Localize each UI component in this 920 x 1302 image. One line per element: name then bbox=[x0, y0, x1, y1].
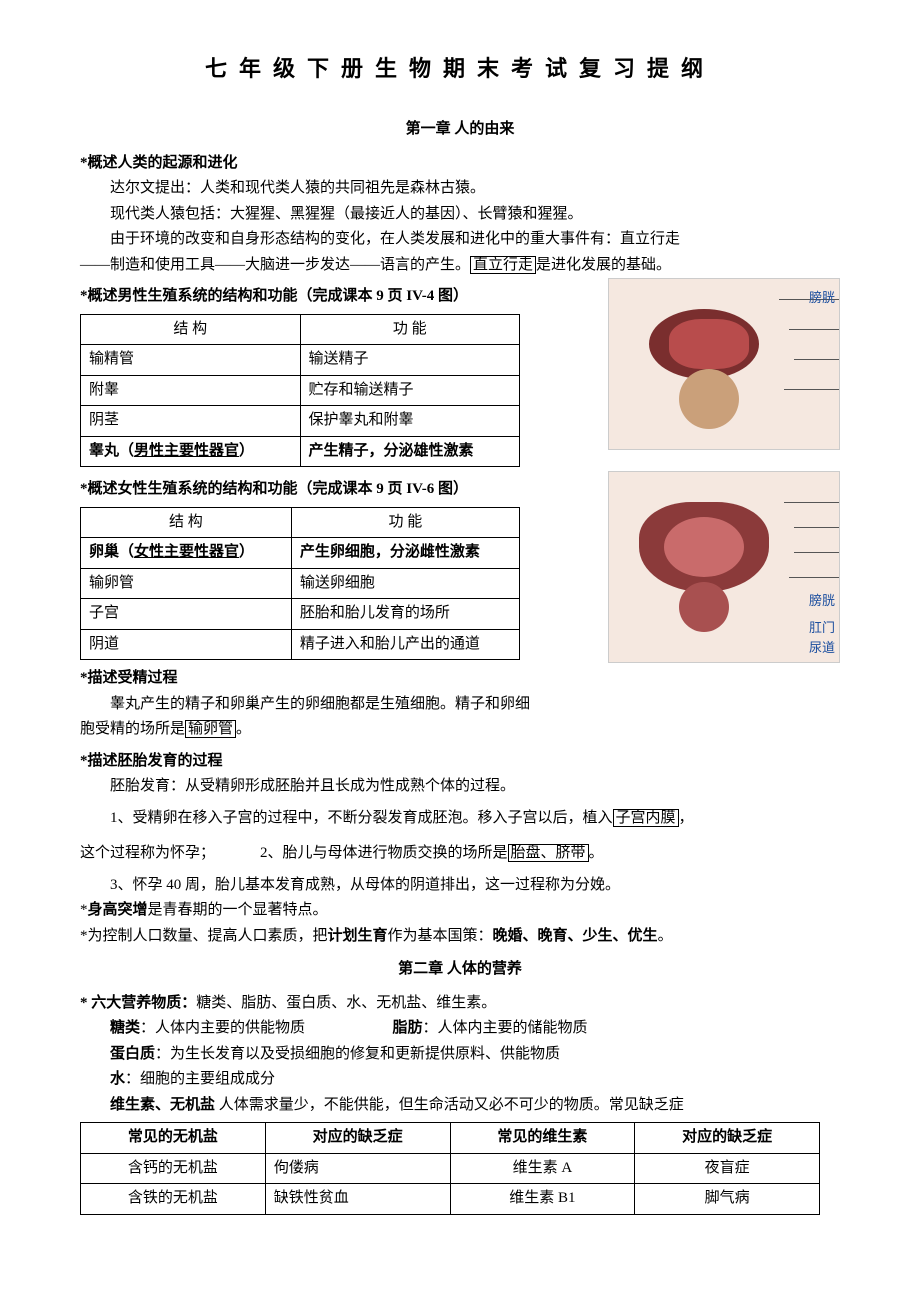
embryo-p2-box: 子宫内膜 bbox=[613, 809, 679, 827]
def-cell: 维生素 A bbox=[450, 1153, 635, 1184]
page-title: 七年级下册生物期末考试复习提纲 bbox=[80, 50, 840, 87]
deficiency-table: 常见的无机盐 对应的缺乏症 常见的维生素 对应的缺乏症 含钙的无机盐 佝偻病 维… bbox=[80, 1122, 820, 1215]
def-cell: 夜盲症 bbox=[635, 1153, 820, 1184]
nutrient-line-3: 水：细胞的主要组成成分 bbox=[80, 1067, 840, 1093]
origin-p4: ——制造和使用工具——大脑进一步发达——语言的产生。直立行走是进化发展的基础。 bbox=[80, 253, 840, 279]
origin-p2: 现代类人猿包括：大猩猩、黑猩猩（最接近人的基因）、长臂猿和猩猩。 bbox=[80, 202, 840, 228]
table-row: 附睾贮存和输送精子 bbox=[81, 375, 520, 406]
def-th-3: 常见的维生素 bbox=[450, 1123, 635, 1154]
table-row: 含钙的无机盐 佝偻病 维生素 A 夜盲症 bbox=[81, 1153, 820, 1184]
origin-p4-suf: 是进化发展的基础。 bbox=[536, 257, 671, 273]
embryo-p2-suf: ， bbox=[679, 810, 694, 826]
plan-bold-2: 晚婚、晚育、少生、优生 bbox=[493, 928, 658, 944]
origin-p4-box: 直立行走 bbox=[470, 256, 536, 274]
cell-struct: 输精管 bbox=[81, 345, 301, 376]
plan-bold-1: 计划生育 bbox=[328, 928, 388, 944]
origin-p4-pre: ——制造和使用工具——大脑进一步发达——语言的产生。 bbox=[80, 257, 470, 273]
fert-p1: 睾丸产生的精子和卵巢产生的卵细胞都是生殖细胞。精子和卵细 bbox=[80, 692, 840, 718]
def-th-1: 常见的无机盐 bbox=[81, 1123, 266, 1154]
section-fert-heading: *描述受精过程 bbox=[80, 666, 840, 692]
male-anatomy-figure: 膀胱 bbox=[608, 278, 840, 450]
cell-struct: 阴道 bbox=[81, 629, 292, 660]
th-structure: 结 构 bbox=[81, 314, 301, 345]
cell-func: 贮存和输送精子 bbox=[300, 375, 519, 406]
def-th-4: 对应的缺乏症 bbox=[635, 1123, 820, 1154]
nutrients-heading: * 六大营养物质：糖类、脂肪、蛋白质、水、无机盐、维生素。 bbox=[80, 991, 840, 1017]
cell-func: 产生精子，分泌雄性激素 bbox=[300, 436, 519, 467]
table-row: 输卵管输送卵细胞 bbox=[81, 568, 520, 599]
section-embryo-heading: *描述胚胎发育的过程 bbox=[80, 749, 840, 775]
table-row: 阴道精子进入和胎儿产出的通道 bbox=[81, 629, 520, 660]
female-label-bladder: 膀胱 bbox=[809, 590, 835, 612]
table-row: 子宫胚胎和胎儿发育的场所 bbox=[81, 599, 520, 630]
female-label-urethra: 尿道 bbox=[809, 637, 835, 659]
male-table: 结 构 功 能 输精管输送精子 附睾贮存和输送精子 阴茎保护睾丸和附睾 睾丸（男… bbox=[80, 314, 520, 468]
section-origin-heading: *概述人类的起源和进化 bbox=[80, 151, 840, 177]
th-structure: 结 构 bbox=[81, 507, 292, 538]
protein-label: 蛋白质 bbox=[110, 1046, 155, 1062]
female-label-anus: 肛门 bbox=[809, 617, 835, 639]
origin-p1: 达尔文提出：人类和现代类人猿的共同祖先是森林古猿。 bbox=[80, 176, 840, 202]
chapter-2-heading: 第二章 人体的营养 bbox=[80, 957, 840, 983]
def-cell: 佝偻病 bbox=[265, 1153, 450, 1184]
cell-struct: 卵巢（女性主要性器官） bbox=[81, 538, 292, 569]
def-th-2: 对应的缺乏症 bbox=[265, 1123, 450, 1154]
def-cell: 含钙的无机盐 bbox=[81, 1153, 266, 1184]
nutrient-line-1: 糖类：人体内主要的供能物质 脂肪：人体内主要的储能物质 bbox=[80, 1016, 840, 1042]
cell-struct: 阴茎 bbox=[81, 406, 301, 437]
embryo-p3-suf: 。 bbox=[589, 845, 604, 861]
embryo-p3-box: 胎盘、脐带 bbox=[508, 844, 589, 862]
cell-func: 精子进入和胎儿产出的通道 bbox=[291, 629, 519, 660]
table-row: 卵巢（女性主要性器官） 产生卵细胞，分泌雌性激素 bbox=[81, 538, 520, 569]
fat-label: 脂肪 bbox=[393, 1020, 423, 1036]
def-cell: 含铁的无机盐 bbox=[81, 1184, 266, 1215]
cell-struct: 子宫 bbox=[81, 599, 292, 630]
fert-p2: 胞受精的场所是输卵管。 bbox=[80, 717, 840, 743]
embryo-p1: 胚胎发育：从受精卵形成胚胎并且长成为性成熟个体的过程。 bbox=[80, 774, 840, 800]
th-function: 功 能 bbox=[300, 314, 519, 345]
cell-func: 输送卵细胞 bbox=[291, 568, 519, 599]
table-row: 含铁的无机盐 缺铁性贫血 维生素 B1 脚气病 bbox=[81, 1184, 820, 1215]
chapter-1-heading: 第一章 人的由来 bbox=[80, 117, 840, 143]
male-label-bladder: 膀胱 bbox=[809, 287, 835, 309]
family-planning-line: *为控制人口数量、提高人口素质，把计划生育作为基本国策：晚婚、晚育、少生、优生。 bbox=[80, 924, 840, 950]
embryo-p3-pre: 这个过程称为怀孕； bbox=[80, 845, 215, 861]
fert-p2-box: 输卵管 bbox=[185, 720, 236, 738]
table-row: 阴茎保护睾丸和附睾 bbox=[81, 406, 520, 437]
puberty-line: *身高突增是青春期的一个显著特点。 bbox=[80, 898, 840, 924]
table-header-row: 结 构 功 能 bbox=[81, 507, 520, 538]
female-anatomy-figure: 膀胱 肛门 尿道 bbox=[608, 471, 840, 663]
cell-func: 输送精子 bbox=[300, 345, 519, 376]
def-cell: 脚气病 bbox=[635, 1184, 820, 1215]
table-row: 输精管输送精子 bbox=[81, 345, 520, 376]
nutrient-line-2: 蛋白质：为生长发育以及受损细胞的修复和更新提供原料、供能物质 bbox=[80, 1042, 840, 1068]
origin-p3: 由于环境的改变和自身形态结构的变化，在人类发展和进化中的重大事件有：直立行走 bbox=[80, 227, 840, 253]
embryo-p2: 1、受精卵在移入子宫的过程中，不断分裂发育成胚泡。移入子宫以后，植入子宫内膜， bbox=[80, 806, 840, 832]
female-table: 结 构 功 能 卵巢（女性主要性器官） 产生卵细胞，分泌雌性激素 输卵管输送卵细… bbox=[80, 507, 520, 661]
cell-struct: 睾丸（男性主要性器官） bbox=[81, 436, 301, 467]
cell-func: 产生卵细胞，分泌雌性激素 bbox=[291, 538, 519, 569]
fert-p2-suf: 。 bbox=[236, 721, 251, 737]
fert-p2-pre: 胞受精的场所是 bbox=[80, 721, 185, 737]
vitamin-label: 维生素、无机盐 bbox=[110, 1097, 215, 1113]
table-row: 睾丸（男性主要性器官） 产生精子，分泌雄性激素 bbox=[81, 436, 520, 467]
table-header-row: 常见的无机盐 对应的缺乏症 常见的维生素 对应的缺乏症 bbox=[81, 1123, 820, 1154]
table-header-row: 结 构 功 能 bbox=[81, 314, 520, 345]
embryo-p2-pre: 1、受精卵在移入子宫的过程中，不断分裂发育成胚泡。移入子宫以后，植入 bbox=[110, 810, 613, 826]
cell-func: 胚胎和胎儿发育的场所 bbox=[291, 599, 519, 630]
sugar-label: 糖类 bbox=[110, 1020, 140, 1036]
def-cell: 维生素 B1 bbox=[450, 1184, 635, 1215]
embryo-p3-mid: 2、胎儿与母体进行物质交换的场所是 bbox=[260, 845, 508, 861]
def-cell: 缺铁性贫血 bbox=[265, 1184, 450, 1215]
cell-func: 保护睾丸和附睾 bbox=[300, 406, 519, 437]
embryo-p3: 这个过程称为怀孕； 2、胎儿与母体进行物质交换的场所是胎盘、脐带。 bbox=[80, 841, 840, 867]
water-label: 水 bbox=[110, 1071, 125, 1087]
cell-struct: 附睾 bbox=[81, 375, 301, 406]
th-function: 功 能 bbox=[291, 507, 519, 538]
embryo-p4: 3、怀孕 40 周，胎儿基本发育成熟，从母体的阴道排出，这一过程称为分娩。 bbox=[80, 873, 840, 899]
nutrient-line-4: 维生素、无机盐 人体需求量少，不能供能，但生命活动又必不可少的物质。常见缺乏症 bbox=[80, 1093, 840, 1119]
cell-struct: 输卵管 bbox=[81, 568, 292, 599]
puberty-bold: 身高突增 bbox=[88, 902, 148, 918]
